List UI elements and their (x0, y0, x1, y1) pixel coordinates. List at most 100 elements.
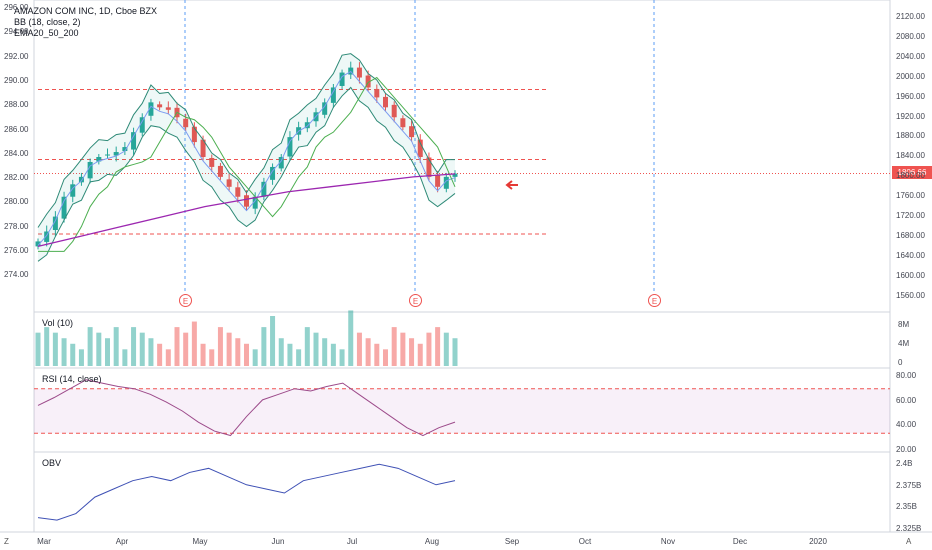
time-tick: Sep (504, 537, 520, 546)
volume-bar (417, 343, 423, 366)
pane-frame (33, 367, 891, 453)
obv-tick: 2.4B (896, 459, 913, 468)
volume-bar (400, 332, 406, 366)
bollinger-upper (37, 53, 456, 228)
time-tick: Oct (578, 537, 592, 546)
rsi-line (37, 379, 456, 437)
volume-bar (261, 327, 267, 366)
volume-bar (148, 338, 154, 366)
candle-body (217, 165, 223, 177)
right-price-tick: 2000.00 (896, 71, 925, 81)
time-tick: Aug (424, 537, 440, 546)
left-price-tick: 282.00 (4, 173, 29, 183)
candle-body (365, 75, 371, 88)
candle-body (261, 181, 267, 197)
pane-frame (33, 0, 891, 313)
volume-bar (96, 332, 102, 366)
volume-bar (105, 338, 110, 366)
candle-body (78, 176, 84, 183)
left-price-tick: 276.00 (4, 246, 29, 255)
bollinger-lower (37, 86, 456, 262)
candle-body (270, 166, 276, 180)
candle-body (322, 102, 328, 115)
candle-body (148, 102, 154, 116)
volume-bar (174, 327, 180, 366)
earnings-marker[interactable]: E (409, 294, 422, 307)
volume-bar (391, 327, 397, 366)
ema50-line (38, 76, 456, 252)
time-tick: Dec (732, 537, 748, 546)
left-price-tick: 294.00 (4, 27, 29, 37)
bb-indicator-label[interactable]: BB (18, close, 2) (14, 17, 81, 27)
candle-body (165, 107, 171, 110)
rsi-pane-label[interactable]: RSI (14, close) (42, 374, 102, 384)
candle-body (226, 179, 232, 187)
timezone-button[interactable]: Z (4, 537, 9, 546)
time-tick: 2020 (809, 537, 827, 546)
volume-tick: 0 (898, 358, 903, 367)
candle-body (435, 175, 441, 187)
rsi-tick: 40.00 (896, 420, 917, 429)
left-price-tick: 280.00 (4, 197, 29, 207)
volume-bar (452, 338, 458, 366)
volume-bar (374, 343, 380, 366)
volume-bar (409, 338, 415, 366)
rsi-tick: 80.00 (896, 371, 917, 380)
candle-body (139, 117, 145, 133)
candle-body (374, 88, 380, 98)
earnings-marker[interactable]: E (179, 294, 192, 307)
volume-bar (131, 327, 137, 366)
time-tick: May (192, 537, 208, 546)
obv-pane-label[interactable]: OBV (42, 458, 62, 468)
volume-bar (157, 343, 163, 366)
annotation-arrow[interactable] (505, 180, 518, 190)
left-price-tick: 274.00 (4, 270, 29, 280)
candle-body (96, 157, 102, 162)
volume-bar (113, 327, 119, 366)
rsi-tick: 20.00 (896, 444, 917, 454)
candle-body (391, 104, 397, 118)
auto-scale-button[interactable]: A (906, 537, 912, 546)
candle-body (131, 132, 137, 150)
volume-bar (235, 338, 241, 366)
obv-tick: 2.35B (896, 502, 917, 511)
volume-pane-label[interactable]: Vol (10) (42, 318, 74, 328)
right-price-tick: 1800.00 (896, 171, 925, 181)
candle-body (209, 157, 215, 167)
bollinger-fill (38, 53, 455, 262)
pane-frame (33, 311, 891, 369)
volume-bar (139, 332, 145, 366)
volume-bar (217, 327, 223, 366)
candle-body (105, 154, 110, 156)
volume-bar (270, 316, 276, 366)
right-price-tick: 1600.00 (896, 270, 925, 280)
volume-bar (87, 327, 93, 366)
volume-bar (61, 338, 67, 366)
volume-bar (304, 327, 310, 366)
obv-line (37, 463, 456, 521)
chart-legend: AMAZON COM INC, 1D, Cboe BZX BB (18, clo… (14, 6, 157, 39)
volume-bar (244, 343, 249, 366)
obv-tick: 2.375B (896, 480, 922, 490)
candle-body (443, 176, 449, 189)
rsi-band (34, 388, 890, 434)
time-tick: Nov (660, 537, 676, 546)
candle-body (339, 72, 345, 86)
candle-body (244, 195, 249, 207)
candle-body (383, 96, 388, 108)
candle-body (52, 216, 58, 231)
right-price-tick: 1960.00 (896, 91, 925, 101)
candle-body (409, 126, 415, 138)
volume-bar (443, 332, 449, 366)
candle-body (200, 139, 206, 157)
candle-body (330, 87, 336, 103)
volume-bar (165, 349, 171, 366)
earnings-marker[interactable]: E (648, 294, 661, 307)
candle-body (287, 137, 293, 157)
volume-bar (209, 349, 215, 366)
ema-indicator-label[interactable]: EMA20_50_200 (14, 28, 79, 38)
volume-bar (78, 349, 84, 366)
volume-bar (339, 349, 345, 366)
